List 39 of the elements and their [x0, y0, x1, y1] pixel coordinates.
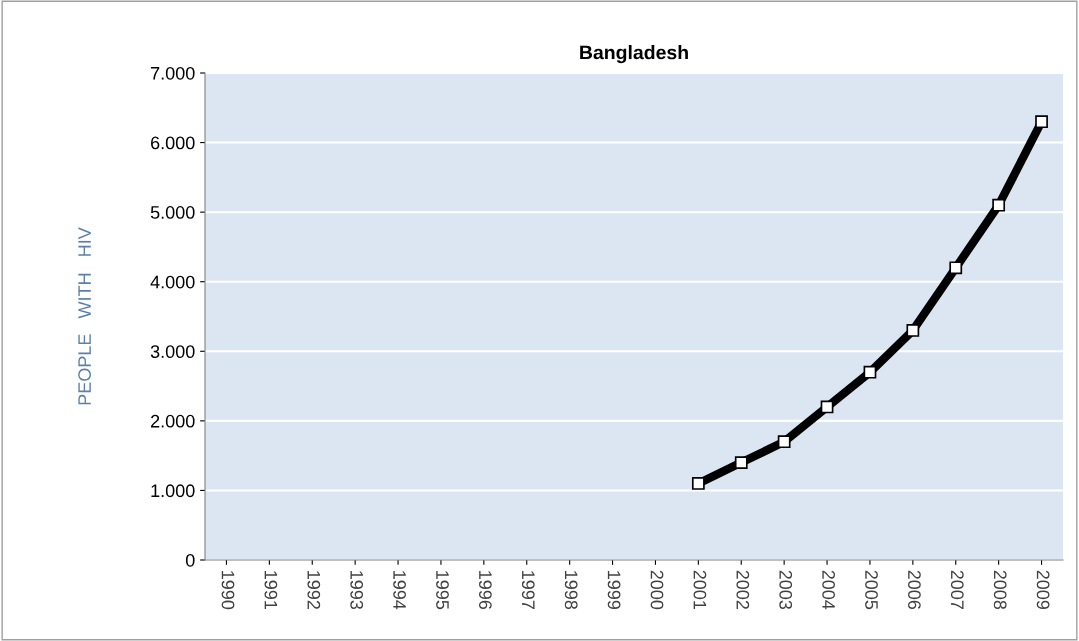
y-tick-label: 0 [185, 553, 195, 567]
x-tick-label: 1992 [307, 571, 321, 609]
point [734, 456, 748, 469]
point [777, 435, 791, 449]
x-tick-label: 2007 [950, 570, 964, 609]
x-tick-label: 2004 [822, 570, 835, 610]
point [1035, 115, 1048, 129]
point [820, 400, 834, 414]
x-tick-label: 2008 [993, 570, 1007, 610]
x-tick-label: 2000 [650, 570, 664, 610]
y-tick-label: 7.000 [151, 66, 195, 80]
x-tick-label: 2003 [779, 570, 793, 610]
x-tick-label: 1997 [521, 571, 535, 609]
x-tick-label: 1991 [264, 571, 278, 610]
y-tick-label: 1.000 [151, 484, 195, 498]
x-tick-label: 1990 [221, 571, 235, 610]
x-tick-label: 1993 [350, 571, 364, 610]
chart-title: Bangladesh [580, 45, 688, 64]
x-tick-label: 1998 [564, 571, 578, 610]
x-tick-label: 2009 [1036, 570, 1050, 610]
x-tick-label: 2005 [865, 570, 878, 610]
x-tick-label: 1999 [607, 571, 621, 610]
point [691, 477, 705, 490]
point [949, 261, 963, 275]
y-axis-title: PEOPLE WITH HIV [78, 227, 91, 405]
y-tick-label: 6.000 [151, 136, 195, 150]
x-tick-label: 2006 [908, 570, 921, 610]
point [992, 198, 1006, 212]
y-tick-label: 3.000 [150, 345, 195, 359]
y-tick-label: 5.000 [150, 206, 195, 219]
point [863, 365, 877, 379]
y-tick-label: 2.000 [151, 414, 195, 428]
x-tick-label: 1995 [436, 571, 449, 610]
point [906, 324, 920, 337]
y-tick-label: 4.000 [150, 275, 195, 289]
x-tick-label: 1994 [393, 571, 406, 610]
x-tick-label: 1996 [479, 571, 492, 610]
x-tick-label: 2001 [693, 570, 707, 610]
x-tick-label: 2002 [736, 570, 750, 609]
